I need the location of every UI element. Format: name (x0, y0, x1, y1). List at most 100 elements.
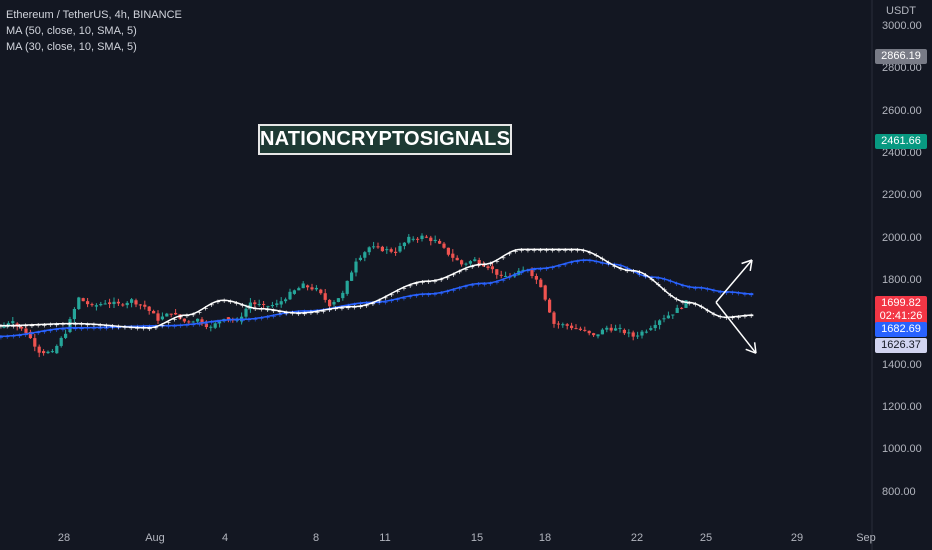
candle-body (81, 298, 85, 302)
candle-body (28, 332, 32, 339)
candle-body (565, 324, 569, 326)
ma-cross-marker: + (153, 324, 159, 332)
ma-cross-marker: + (717, 313, 723, 321)
candle-body (587, 330, 591, 334)
ma-cross-marker: + (17, 322, 23, 330)
ma-cross-marker: + (209, 301, 215, 309)
candle-body (385, 249, 389, 251)
candle-body (20, 326, 24, 329)
ma-cross-marker: + (680, 298, 686, 306)
ma-cross-marker: + (258, 315, 264, 323)
ma-cross-marker: + (265, 306, 271, 314)
ma-cross-marker: + (345, 304, 351, 312)
y-tick-label: 2200.00 (882, 189, 922, 201)
candle-body (174, 312, 178, 315)
ma-cross-marker: + (624, 267, 630, 275)
ma-cross-marker: + (358, 300, 364, 308)
ma-cross-marker: + (351, 304, 357, 312)
ma-cross-marker: + (587, 257, 593, 265)
ma-cross-marker: + (376, 297, 382, 305)
candle-body (675, 307, 679, 313)
legend-ma-50[interactable]: MA (50, close, 10, SMA, 5) (6, 25, 137, 37)
ma-cross-marker: + (72, 325, 78, 333)
candle-body (165, 313, 169, 317)
ma-cross-marker: + (91, 321, 97, 329)
candle-body (284, 299, 288, 302)
ma-cross-marker: + (147, 325, 153, 333)
ma-cross-marker: + (562, 246, 568, 254)
ma-cross-marker: + (705, 286, 711, 294)
ma-cross-marker: + (110, 324, 116, 332)
candle-body (253, 302, 257, 305)
candle-body (363, 252, 367, 258)
ma-cross-marker: + (680, 282, 686, 290)
candle-body (451, 253, 455, 258)
ma-cross-marker: + (327, 306, 333, 314)
projection-arrows (715, 259, 757, 354)
candle-body (680, 307, 684, 309)
ma-cross-marker: + (742, 313, 748, 321)
ma-cross-marker: + (506, 274, 512, 282)
candle-body (130, 299, 134, 303)
ma-cross-marker: + (599, 255, 605, 263)
ma-cross-marker: + (97, 322, 103, 330)
ma-cross-marker: + (513, 272, 519, 280)
ma-cross-marker: + (581, 257, 587, 265)
ma-cross-marker: + (4, 333, 10, 341)
candle-body (187, 321, 191, 323)
candle-body (649, 328, 653, 330)
ma-cross-marker: + (227, 317, 233, 325)
ma-cross-marker: + (314, 308, 320, 316)
arrow-head (745, 348, 757, 354)
ma-cross-marker: + (612, 262, 618, 270)
ma-cross-marker: + (531, 266, 537, 274)
candle-body (583, 329, 587, 331)
candle-body (433, 239, 437, 242)
ma-cross-marker: + (488, 280, 494, 288)
chart-legend: Ethereum / TetherUS, 4h, BINANCE MA (50,… (6, 7, 182, 55)
ma-cross-marker: + (432, 291, 438, 299)
ma-cross-marker: + (537, 246, 543, 254)
ma-cross-marker: + (72, 321, 78, 329)
ma-cross-marker: + (668, 278, 674, 286)
ma-cross-marker: + (258, 306, 264, 314)
candle-body (394, 251, 398, 253)
candle-body (420, 235, 424, 239)
candle-body (86, 301, 90, 305)
ma-cross-marker: + (568, 259, 574, 267)
ma-cross-marker: + (742, 290, 748, 298)
candle-body (46, 351, 50, 354)
candle-body (301, 283, 305, 289)
candle-body (684, 300, 688, 308)
candle-body (521, 269, 525, 271)
legend-symbol-title[interactable]: Ethereum / TetherUS, 4h, BINANCE (6, 9, 182, 21)
ma-cross-marker: + (277, 311, 283, 319)
y-tick-label: 2000.00 (882, 232, 922, 244)
candle-body (121, 304, 125, 306)
target-price-badge: 2461.66 (875, 134, 927, 149)
ma-cross-marker: + (519, 246, 525, 254)
candle-body (618, 327, 622, 329)
ma-cross-marker: + (54, 326, 60, 334)
ma-cross-marker: + (593, 252, 599, 260)
ma-cross-marker: + (23, 322, 29, 330)
candle-body (6, 323, 10, 325)
ma-cross-marker: + (488, 260, 494, 268)
ma-cross-marker: + (240, 316, 246, 324)
ma-cross-marker: + (178, 313, 184, 321)
legend-ma-30[interactable]: MA (30, close, 10, SMA, 5) (6, 41, 137, 53)
candle-body (55, 345, 59, 354)
candle-body (548, 299, 552, 313)
high-price-badge: 2866.19 (875, 49, 927, 64)
ma-cross-marker: + (513, 247, 519, 255)
candle-body (297, 288, 301, 291)
candle-body (627, 332, 631, 334)
ma-cross-marker: + (48, 321, 54, 329)
ma-cross-marker: + (333, 305, 339, 313)
ma-cross-marker: + (17, 332, 23, 340)
candle-body (561, 324, 565, 326)
ma-cross-marker: + (116, 324, 122, 332)
candle-body (270, 304, 274, 307)
ma-30-line: + + + + + + + + + + + + + + + + + + + + + + + + + + + + + + + + + + + + + + + +… (0, 246, 754, 333)
